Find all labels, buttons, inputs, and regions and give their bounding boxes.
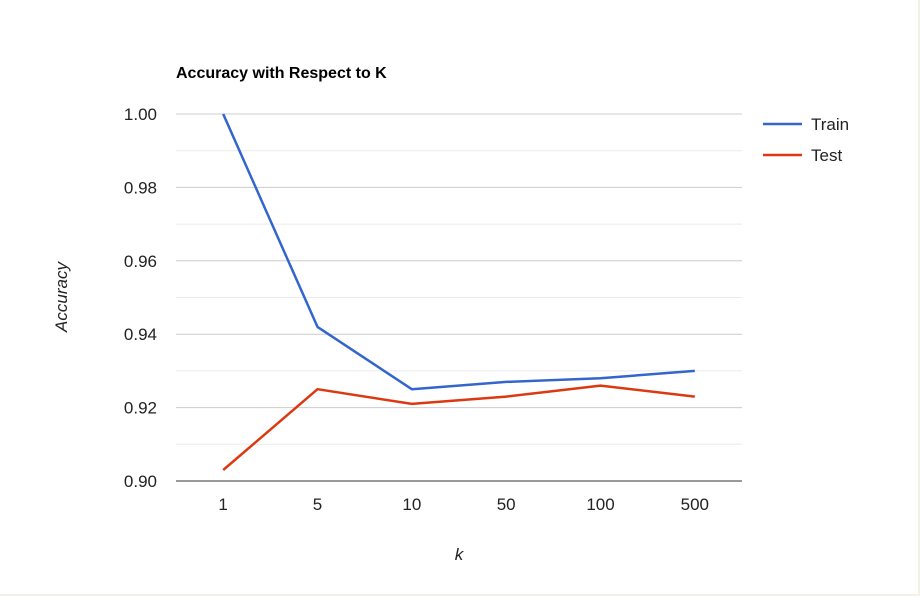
- y-axis-ticks: 0.90 0.92 0.94 0.96 0.98 1.00: [124, 105, 157, 491]
- x-tick-label: 50: [497, 495, 516, 514]
- x-axis-label: k: [455, 545, 465, 564]
- legend-label: Train: [811, 115, 849, 134]
- y-tick-label: 1.00: [124, 105, 157, 124]
- x-tick-label: 5: [313, 495, 322, 514]
- legend[interactable]: Train Test: [763, 115, 849, 165]
- legend-item-test[interactable]: Test: [763, 146, 842, 165]
- x-tick-label: 100: [586, 495, 614, 514]
- y-tick-label: 0.98: [124, 178, 157, 197]
- y-tick-label: 0.90: [124, 472, 157, 491]
- gridlines: [176, 113, 742, 482]
- chart-title: Accuracy with Respect to K: [176, 65, 387, 82]
- legend-item-train[interactable]: Train: [763, 115, 849, 134]
- y-tick-label: 0.94: [124, 325, 157, 344]
- legend-label: Test: [811, 146, 842, 165]
- y-tick-label: 0.96: [124, 252, 157, 271]
- x-axis-ticks: 1 5 10 50 100 500: [218, 495, 709, 514]
- y-axis-label: Accuracy: [52, 261, 71, 333]
- series-lines: [222, 113, 695, 471]
- x-tick-label: 500: [681, 495, 709, 514]
- x-tick-label: 10: [402, 495, 421, 514]
- x-tick-label: 1: [218, 495, 227, 514]
- series-line-train: [222, 113, 695, 391]
- y-tick-label: 0.92: [124, 399, 157, 418]
- series-line-test: [222, 384, 695, 471]
